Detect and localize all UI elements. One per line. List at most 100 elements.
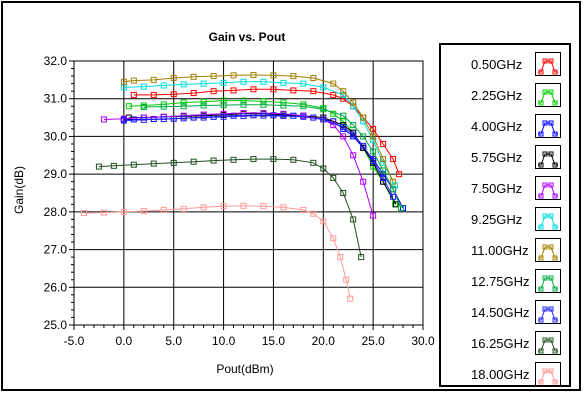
y-tick-label: 26.0	[44, 280, 68, 294]
data-point	[280, 99, 287, 106]
series-layer	[80, 71, 407, 302]
legend-item: 5.75GHz	[441, 142, 569, 173]
data-point	[240, 97, 247, 104]
data-point	[240, 202, 247, 209]
data-point	[250, 71, 257, 78]
data-point	[280, 113, 287, 120]
x-tick-label: 30.0	[411, 334, 435, 348]
data-point	[392, 182, 399, 189]
data-point	[350, 122, 357, 129]
legend-swatch	[535, 300, 561, 324]
legend-item: 7.50GHz	[441, 173, 569, 204]
series-line	[98, 158, 362, 258]
data-point	[200, 204, 207, 211]
series-line	[143, 104, 402, 209]
legend-item: 16.25GHz	[441, 328, 569, 359]
x-tick-label: 25.0	[361, 334, 385, 348]
legend-item: 14.50GHz	[441, 297, 569, 328]
data-point	[396, 171, 403, 178]
data-point	[340, 112, 347, 119]
data-point	[330, 122, 337, 129]
data-point	[250, 156, 257, 163]
data-point	[393, 201, 400, 208]
legend-label: 0.50GHz	[471, 57, 523, 72]
x-tick-label: 15.0	[262, 334, 286, 348]
data-point	[200, 80, 207, 87]
legend-label: 18.00GHz	[471, 367, 530, 382]
y-tick-label: 30.0	[44, 129, 68, 143]
data-point	[150, 76, 157, 83]
data-point	[180, 81, 187, 88]
data-point	[125, 103, 132, 110]
gain-vs-pout-chart: Gain vs. Pout -5.0 0.0 5.0 10.0 15.0 20.0 25.0…	[12, 30, 435, 376]
legend-item: 4.00GHz	[441, 111, 569, 142]
data-point	[330, 118, 337, 125]
data-point	[240, 101, 247, 108]
data-point	[220, 110, 227, 117]
data-point	[310, 210, 317, 217]
legend-swatch	[535, 145, 561, 169]
data-point	[190, 73, 197, 80]
data-point	[140, 116, 147, 123]
data-point	[200, 114, 207, 121]
data-point	[270, 112, 277, 119]
data-point	[360, 142, 367, 149]
data-point	[370, 125, 377, 132]
data-point	[130, 91, 137, 98]
legend-swatch	[535, 331, 561, 355]
data-point	[280, 102, 287, 109]
data-point	[340, 95, 347, 102]
data-point	[220, 79, 227, 86]
y-tick-label: 29.0	[44, 167, 68, 181]
data-point	[180, 115, 187, 122]
data-point	[230, 72, 237, 79]
series-9.25GHz	[120, 78, 399, 189]
data-point	[260, 112, 267, 119]
data-point	[330, 91, 337, 98]
data-point	[320, 106, 327, 113]
y-tick-label: 27.0	[44, 243, 68, 257]
data-point	[300, 80, 307, 87]
x-axis-label: Pout(dBm)	[216, 362, 273, 376]
x-tick-label: 5.0	[165, 334, 182, 348]
data-point	[370, 157, 377, 164]
series-14.50GHz	[120, 112, 397, 200]
data-point	[370, 133, 377, 140]
data-point	[350, 131, 357, 138]
series-line	[123, 114, 404, 209]
y-tick-label: 25.0	[44, 318, 68, 332]
data-point	[170, 91, 177, 98]
data-point	[360, 114, 367, 121]
y-tick-label: 31.0	[44, 92, 68, 106]
legend-label: 5.75GHz	[471, 150, 523, 165]
data-point	[200, 102, 207, 109]
legend-item: 0.50GHz	[441, 49, 569, 80]
data-point	[180, 99, 187, 106]
series-line	[123, 74, 394, 182]
data-point	[270, 72, 277, 79]
data-point	[340, 133, 347, 140]
series-line	[123, 81, 396, 186]
y-tick-label: 28.0	[44, 205, 68, 219]
data-point	[360, 178, 367, 185]
chart-title: Gain vs. Pout	[209, 30, 286, 44]
data-point	[340, 124, 347, 130]
data-point	[350, 216, 357, 223]
data-point	[200, 98, 207, 105]
data-point	[370, 212, 377, 219]
series-2.25GHz	[125, 97, 399, 208]
data-point	[300, 206, 307, 213]
data-point	[120, 78, 127, 85]
data-point	[150, 91, 157, 98]
data-point	[210, 88, 217, 95]
data-point	[358, 254, 365, 261]
legend-label: 2.25GHz	[471, 88, 523, 103]
data-point	[350, 152, 357, 159]
legend-item: 2.25GHz	[441, 80, 569, 111]
data-point	[280, 79, 287, 86]
legend-label: 14.50GHz	[471, 305, 530, 320]
y-tick-label: 32.0	[44, 54, 68, 68]
data-point	[310, 74, 317, 81]
legend-swatch	[535, 83, 561, 107]
